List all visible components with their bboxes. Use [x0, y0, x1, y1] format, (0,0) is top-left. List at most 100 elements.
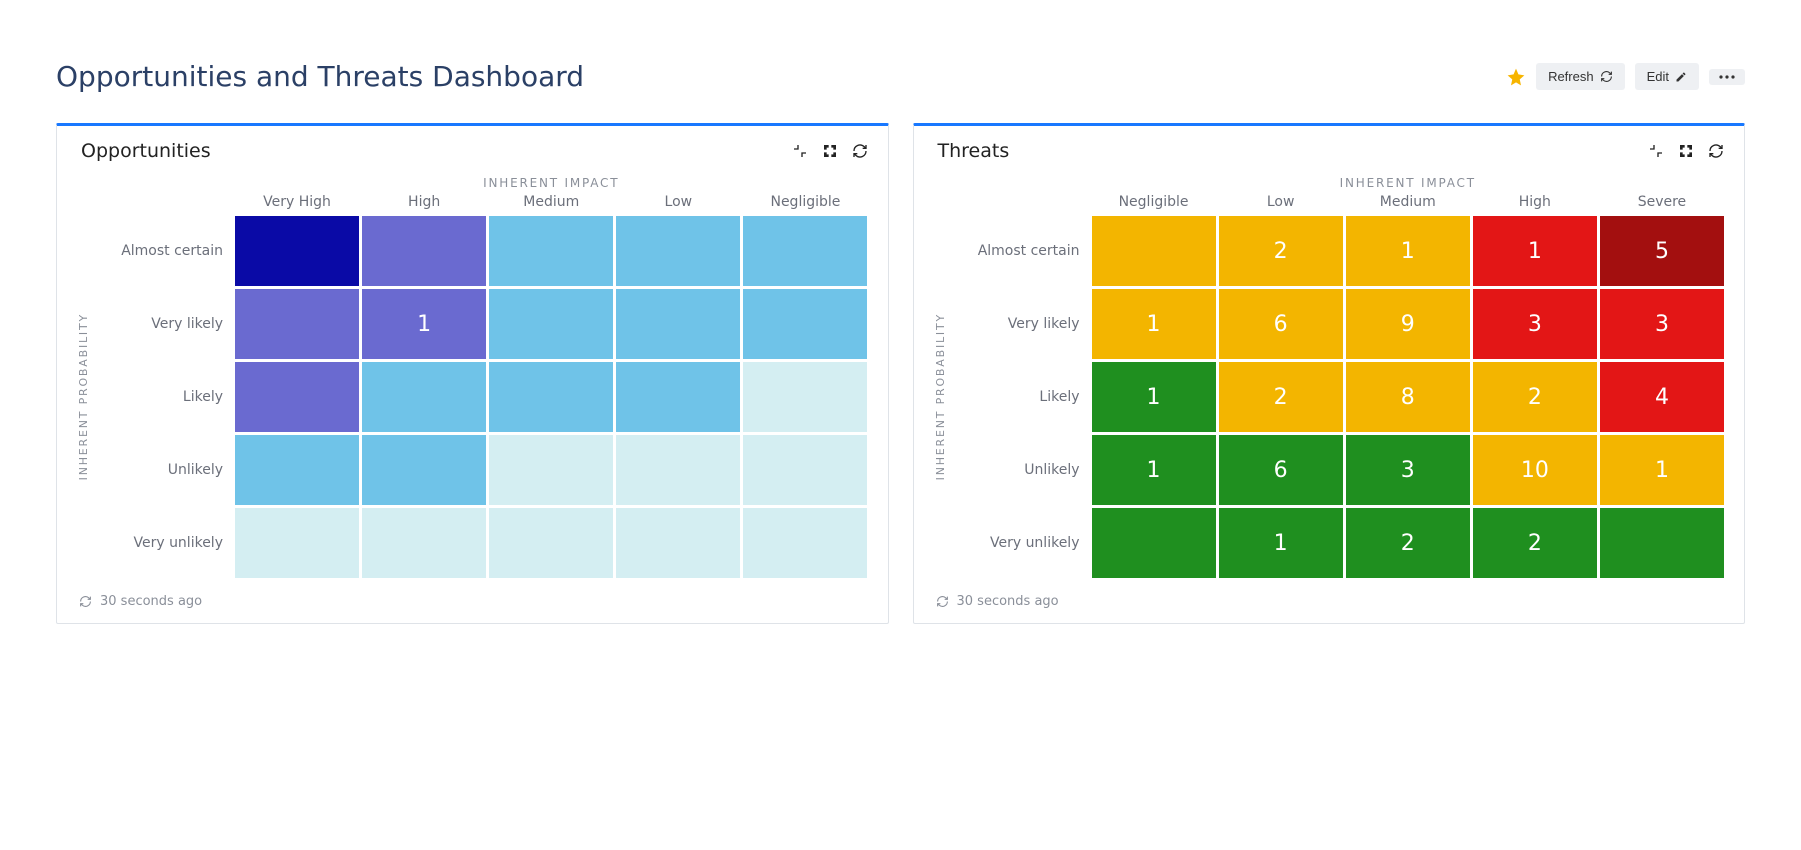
- collapse-icon: [1648, 143, 1664, 159]
- expand-icon: [822, 143, 838, 159]
- expand-icon: [1678, 143, 1694, 159]
- row-header: Almost certain: [105, 216, 235, 286]
- panel-actions: [792, 143, 868, 159]
- heatmap-cell[interactable]: 1: [1473, 216, 1597, 286]
- more-button[interactable]: [1709, 69, 1745, 85]
- heatmap-cell[interactable]: [616, 508, 740, 578]
- heatmap-cell[interactable]: [489, 435, 613, 505]
- heatmap-cell[interactable]: 4: [1600, 362, 1724, 432]
- panels-row: OpportunitiesINHERENT IMPACTVery HighHig…: [56, 123, 1745, 624]
- x-axis-title: INHERENT IMPACT: [235, 170, 868, 194]
- heatmap-cell[interactable]: [743, 508, 867, 578]
- heatmap-cell[interactable]: 3: [1346, 435, 1470, 505]
- heatmap-cell[interactable]: [616, 435, 740, 505]
- last-refresh-text: 30 seconds ago: [100, 594, 202, 609]
- row-header: Likely: [105, 362, 235, 432]
- heatmap-cell[interactable]: 3: [1473, 289, 1597, 359]
- collapse-button[interactable]: [792, 143, 808, 159]
- heatmap-cell[interactable]: 1: [1600, 435, 1724, 505]
- column-header: Severe: [1600, 194, 1724, 216]
- header-actions: Refresh Edit: [1506, 63, 1745, 90]
- row-header: Likely: [962, 362, 1092, 432]
- heatmap-cell[interactable]: [362, 216, 486, 286]
- heatmap-cell[interactable]: [489, 216, 613, 286]
- panel-refresh-button[interactable]: [1708, 143, 1724, 159]
- heatmap-cell[interactable]: [362, 362, 486, 432]
- heatmap-cell[interactable]: 2: [1346, 508, 1470, 578]
- pencil-icon: [1675, 71, 1687, 83]
- heatmap-cell[interactable]: 5: [1600, 216, 1724, 286]
- last-refresh-text: 30 seconds ago: [957, 594, 1059, 609]
- heatmap-cell[interactable]: [1092, 216, 1216, 286]
- column-header: Low: [1219, 194, 1343, 216]
- heatmap-cell[interactable]: [235, 435, 359, 505]
- row-header: Very unlikely: [105, 508, 235, 578]
- refresh-icon: [852, 143, 868, 159]
- y-axis-title: INHERENT PROBABILITY: [77, 313, 105, 480]
- x-labels: Very HighHighMediumLowNegligible: [235, 194, 868, 216]
- row-header: Unlikely: [105, 435, 235, 505]
- favorite-star-icon[interactable]: [1506, 67, 1526, 87]
- row-header: Very unlikely: [962, 508, 1092, 578]
- heatmap: INHERENT IMPACTVery HighHighMediumLowNeg…: [77, 170, 868, 578]
- fullscreen-button[interactable]: [822, 143, 838, 159]
- heatmap-cell[interactable]: 6: [1219, 435, 1343, 505]
- heatmap-cell[interactable]: [743, 289, 867, 359]
- heatmap-cell[interactable]: [489, 362, 613, 432]
- edit-button[interactable]: Edit: [1635, 63, 1699, 90]
- heatmap-cell[interactable]: [489, 289, 613, 359]
- heatmap-cell[interactable]: 1: [362, 289, 486, 359]
- panel-title: Threats: [934, 140, 1649, 162]
- heatmap-cell[interactable]: [235, 508, 359, 578]
- refresh-button[interactable]: Refresh: [1536, 63, 1625, 90]
- heatmap-cell[interactable]: 2: [1219, 216, 1343, 286]
- heatmap-cell[interactable]: 6: [1219, 289, 1343, 359]
- column-header: Medium: [1346, 194, 1470, 216]
- row-header: Very likely: [962, 289, 1092, 359]
- heatmap-cell[interactable]: 2: [1473, 362, 1597, 432]
- collapse-button[interactable]: [1648, 143, 1664, 159]
- edit-button-label: Edit: [1647, 69, 1669, 84]
- heatmap-cell[interactable]: [1600, 508, 1724, 578]
- heatmap-cell[interactable]: 2: [1473, 508, 1597, 578]
- row-header: Very likely: [105, 289, 235, 359]
- heatmap-cell[interactable]: [235, 216, 359, 286]
- x-labels: NegligibleLowMediumHighSevere: [1092, 194, 1725, 216]
- heatmap-cell[interactable]: 2: [1219, 362, 1343, 432]
- fullscreen-button[interactable]: [1678, 143, 1694, 159]
- heatmap-cell[interactable]: 3: [1600, 289, 1724, 359]
- heatmap-cell[interactable]: [616, 216, 740, 286]
- column-header: Very High: [235, 194, 359, 216]
- heatmap-cell[interactable]: 1: [1092, 289, 1216, 359]
- heatmap-cell[interactable]: 1: [1219, 508, 1343, 578]
- heatmap: INHERENT IMPACTNegligibleLowMediumHighSe…: [934, 170, 1725, 578]
- panel-refresh-button[interactable]: [852, 143, 868, 159]
- heatmap-cell[interactable]: [743, 362, 867, 432]
- heatmap-cell[interactable]: 8: [1346, 362, 1470, 432]
- page-header: Opportunities and Threats Dashboard Refr…: [56, 60, 1745, 93]
- heatmap-cell[interactable]: 1: [1092, 435, 1216, 505]
- heatmap-cell[interactable]: 1: [1346, 216, 1470, 286]
- heatmap-cell[interactable]: [616, 362, 740, 432]
- heatmap-cell[interactable]: [235, 362, 359, 432]
- panel-title: Opportunities: [77, 140, 792, 162]
- heatmap-cell[interactable]: [362, 435, 486, 505]
- heatmap-cell[interactable]: 9: [1346, 289, 1470, 359]
- heatmap-cell[interactable]: 1: [1092, 362, 1216, 432]
- heatmap-cell[interactable]: [362, 508, 486, 578]
- column-header: Negligible: [1092, 194, 1216, 216]
- panel-opportunities: Opportunities INHERENT IMPACTVery HighHig…: [56, 123, 889, 624]
- collapse-icon: [792, 143, 808, 159]
- heatmap-cell[interactable]: [743, 216, 867, 286]
- heatmap-cell[interactable]: [235, 289, 359, 359]
- heatmap-cell[interactable]: [616, 289, 740, 359]
- heatmap-cell[interactable]: [489, 508, 613, 578]
- heatmap-cell[interactable]: 10: [1473, 435, 1597, 505]
- heatmap-cell[interactable]: [743, 435, 867, 505]
- x-axis-title: INHERENT IMPACT: [1092, 170, 1725, 194]
- heatmap-cell[interactable]: [1092, 508, 1216, 578]
- panel-threats: Threats INHERENT IMPACTNegligibleLowMediu…: [913, 123, 1746, 624]
- column-header: Negligible: [743, 194, 867, 216]
- y-labels: Almost certainVery likelyLikelyUnlikelyV…: [105, 216, 235, 578]
- refresh-icon: [79, 595, 92, 608]
